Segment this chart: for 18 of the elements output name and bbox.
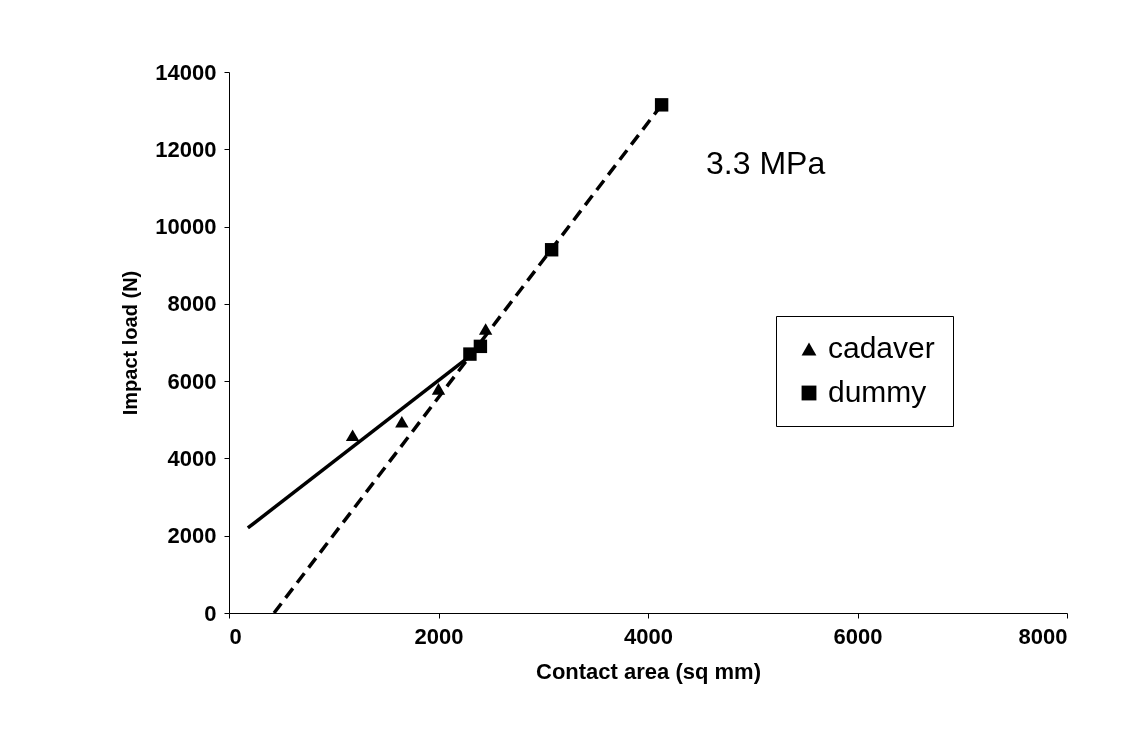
x-tick-label: 4000 — [624, 623, 673, 649]
y-tick-label: 8000 — [167, 291, 217, 317]
y-tick-label: 0 — [204, 600, 217, 626]
y-tick-label: 6000 — [167, 368, 217, 394]
legend-label: cadaver — [828, 331, 935, 364]
y-tick-label: 12000 — [155, 136, 217, 162]
y-axis-title: Impact load (N) — [119, 270, 142, 416]
x-tick-label: 8000 — [1018, 623, 1068, 649]
x-tick-label: 0 — [229, 623, 242, 649]
y-tick-label: 2000 — [167, 523, 217, 549]
y-tick-label: 14000 — [155, 59, 217, 85]
annotation: 3.3 MPa — [706, 145, 826, 181]
legend-label: dummy — [828, 375, 927, 408]
x-tick-label: 2000 — [414, 623, 464, 649]
x-axis-title: Contact area (sq mm) — [536, 658, 761, 684]
x-tick-label: 6000 — [833, 623, 883, 649]
y-tick-label: 4000 — [167, 445, 217, 471]
y-tick-label: 10000 — [155, 214, 217, 240]
